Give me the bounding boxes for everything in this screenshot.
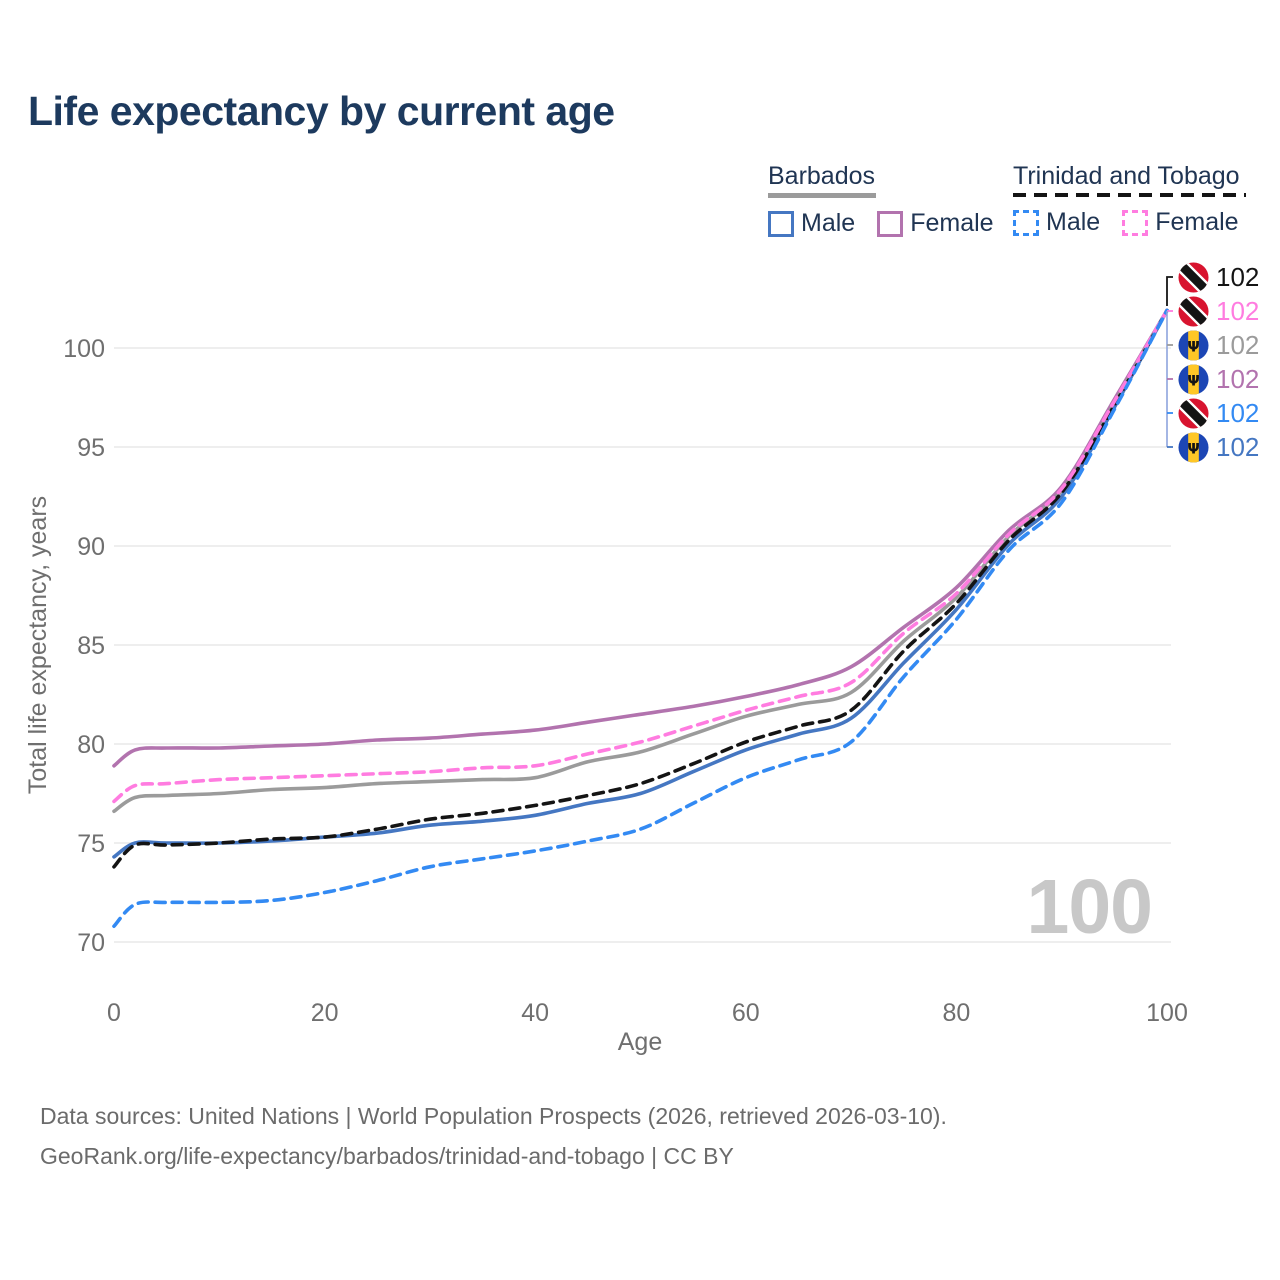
trinidad-and-tobago-flag-icon [1178, 397, 1209, 429]
end-label-value: 102 [1216, 363, 1260, 394]
legend-checkbox-tt-male[interactable] [1013, 209, 1039, 236]
footer-attribution-link: GeoRank.org/life-expectancy/barbados/tri… [40, 1143, 734, 1169]
trinidad-and-tobago-flag-icon [1178, 261, 1209, 293]
legend-item-tt-female[interactable]: Female [1122, 208, 1239, 237]
legend-line-swatch-dashed [1013, 193, 1246, 197]
svg-text:Ψ: Ψ [1187, 441, 1199, 457]
legend-group-trinidad-and-tobago: Trinidad and Tobago Male Female [1013, 162, 1246, 237]
legend-group-barbados: Barbados Male Female [768, 162, 994, 238]
legend-item-label: Female [1155, 208, 1239, 236]
y-tick-label-70: 70 [77, 929, 105, 957]
end-label-row-barbados: Ψ 102 [1178, 363, 1259, 395]
legend-country-label: Trinidad and Tobago [1013, 162, 1240, 190]
y-tick-label-85: 85 [77, 632, 105, 660]
legend-item-tt-male[interactable]: Male [1013, 208, 1100, 237]
y-tick-label-100: 100 [63, 335, 105, 363]
end-label-row-barbados: Ψ 102 [1178, 329, 1259, 361]
end-label-row-trinidad-and-tobago: 102 [1178, 295, 1259, 327]
barbados-flag-icon: Ψ [1178, 431, 1209, 463]
series-line-barbados-male[interactable] [112, 308, 1169, 859]
legend-checkbox-barbados-male[interactable] [768, 210, 794, 237]
y-tick-label-90: 90 [77, 533, 105, 561]
x-tick-label-60: 60 [732, 999, 760, 1027]
footer-data-sources: Data sources: United Nations | World Pop… [40, 1103, 947, 1129]
legend-item-label: Male [801, 209, 856, 237]
x-tick-label-0: 0 [107, 999, 121, 1027]
legend-item-label: Female [910, 209, 994, 237]
svg-text:Ψ: Ψ [1187, 339, 1199, 355]
series-line-barbados-all[interactable] [112, 308, 1169, 814]
series-line-trinidad-and-tobago-male[interactable] [112, 308, 1169, 928]
watermark-age-100: 100 [1026, 864, 1153, 951]
leader-line-tt-all [1166, 276, 1173, 306]
end-label-value: 102 [1216, 261, 1260, 292]
legend-item-label: Male [1046, 208, 1101, 236]
end-label-value: 102 [1216, 431, 1260, 462]
y-axis-title: Total life expectancy, years [24, 496, 52, 794]
y-tick-label-80: 80 [77, 731, 105, 759]
legend-item-barbados-male[interactable]: Male [768, 209, 855, 238]
x-tick-label-80: 80 [942, 999, 970, 1027]
legend-country-label: Barbados [768, 162, 876, 190]
footer: Data sources: United Nations | World Pop… [40, 1096, 947, 1176]
legend-line-swatch-solid [768, 193, 876, 198]
end-label-row-barbados: Ψ 102 [1178, 431, 1259, 463]
trinidad-and-tobago-flag-icon [1178, 295, 1209, 327]
legend-checkbox-barbados-female[interactable] [877, 210, 904, 237]
page-title: Life expectancy by current age [28, 88, 615, 134]
legend-checkbox-tt-female[interactable] [1122, 209, 1149, 236]
end-label-row-trinidad-and-tobago: 102 [1178, 261, 1259, 293]
legend-item-barbados-female[interactable]: Female [877, 209, 994, 238]
y-tick-label-75: 75 [77, 830, 105, 858]
series-line-trinidad-and-tobago-female[interactable] [112, 308, 1169, 804]
series-line-trinidad-and-tobago-all[interactable] [112, 308, 1169, 869]
end-label-row-trinidad-and-tobago: 102 [1178, 397, 1259, 429]
x-tick-label-40: 40 [521, 999, 549, 1027]
series-line-barbados-female[interactable] [112, 308, 1169, 768]
x-tick-label-20: 20 [311, 999, 339, 1027]
x-axis-title: Age [618, 1028, 662, 1056]
end-label-value: 102 [1216, 295, 1260, 326]
x-tick-label-100: 100 [1146, 999, 1188, 1027]
barbados-flag-icon: Ψ [1178, 363, 1209, 395]
svg-text:Ψ: Ψ [1187, 373, 1199, 389]
barbados-flag-icon: Ψ [1178, 329, 1209, 361]
y-tick-label-95: 95 [77, 434, 105, 462]
end-label-value: 102 [1216, 397, 1260, 428]
end-label-value: 102 [1216, 329, 1260, 360]
